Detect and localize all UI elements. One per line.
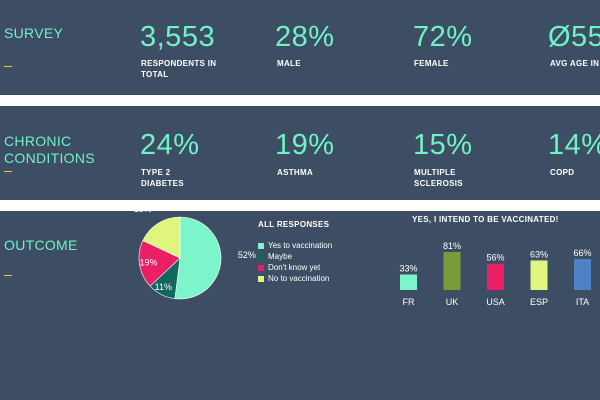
legend-label: Maybe [268,252,293,261]
bar-chart-title: YES, I INTEND TO BE VACCINATED! [412,215,559,224]
bar-chart: 33% FR 81% UK 56% USA 63% ESP 66% ITA [399,241,591,307]
legend-swatch [258,264,264,271]
pie-title: ALL RESPONSES [258,220,330,229]
bar-category-uk: UK [446,297,459,307]
legend-label: No to vaccination [268,274,330,283]
legend-swatch [258,242,264,249]
bar-value-ita: 66% [573,248,591,258]
pie-label-maybe: 11% [155,282,172,292]
outcome-band: OUTCOME 52% 11% 19% 18% ALL RESPONSES Yes t… [0,211,600,400]
bar-ita [574,259,591,290]
legend-label: Don't know yet [268,263,321,272]
pie-label-no-to-vaccination: 18% [134,211,152,214]
pie-slice-no-to-vaccination [142,216,181,259]
bar-value-fr: 33% [399,264,417,274]
bar-category-usa: USA [486,297,505,307]
pie-slice-yes-to-vaccination [174,216,222,300]
stat-male-label: MALE [277,59,301,68]
stat-diabetes-value: 24% [140,129,200,161]
bar-fr [400,274,417,290]
chronic-band: CHRONIC CONDITIONS 24% TYPE 2 DIABETES 1… [0,106,600,200]
stat-asthma-label: ASTHMA [277,168,314,177]
bar-category-esp: ESP [530,297,548,307]
chronic-title: CHRONIC CONDITIONS [4,133,95,166]
bar-category-fr: FR [403,297,415,307]
stat-female-value: 72% [413,21,473,53]
bar-esp [530,260,548,290]
stat-female-label: FEMALE [414,59,449,68]
legend-item-don-t-know-yet: Don't know yet [258,262,332,273]
stat-male-value: 28% [275,21,335,53]
legend-item-no-to-vaccination: No to vaccination [258,273,332,284]
legend-item-yes-to-vaccination: Yes to vaccination [258,240,332,251]
stat-age-label: AVG AGE IN [550,59,600,68]
legend-item-maybe: Maybe [258,251,332,262]
outcome-title: OUTCOME [4,237,78,253]
stat-respondents-value: 3,553 [140,21,216,53]
bar-uk [443,252,461,290]
stat-asthma-value: 19% [275,129,335,161]
bar-value-uk: 81% [443,241,461,251]
bar-usa [487,263,504,290]
bar-value-esp: 63% [530,249,548,259]
legend-label: Yes to vaccination [268,241,333,250]
chronic-dash [4,171,12,172]
stat-age-value: Ø55 [548,21,600,53]
stat-copd-label: COPD [550,168,575,177]
stat-diabetes-label: TYPE 2 DIABETES [141,168,184,188]
stat-ms-label: MULTIPLE SCLEROSIS [414,168,463,188]
bar-value-usa: 56% [486,253,504,263]
survey-band: SURVEY 3,553 RESPONDENTS IN TOTAL 28% MA… [0,0,600,95]
stat-ms-value: 15% [413,129,473,161]
pie-label-don-t-know-yet: 19% [139,257,157,267]
pie-slice-don-t-know-yet [138,240,181,287]
pie-chart: 52% 11% 19% 18% [134,211,256,300]
outcome-dash [4,275,12,276]
legend-swatch [258,275,264,282]
pie-label-yes-to-vaccination: 52% [238,250,256,260]
pie-legend: Yes to vaccination Maybe Don't know yet No … [258,240,332,284]
legend-swatch [258,253,264,260]
survey-dash [4,66,12,67]
stat-copd-value: 14% [548,129,600,161]
stat-respondents-label: RESPONDENTS IN TOTAL [141,59,217,79]
survey-title: SURVEY [4,25,64,41]
bar-category-ita: ITA [576,297,589,307]
